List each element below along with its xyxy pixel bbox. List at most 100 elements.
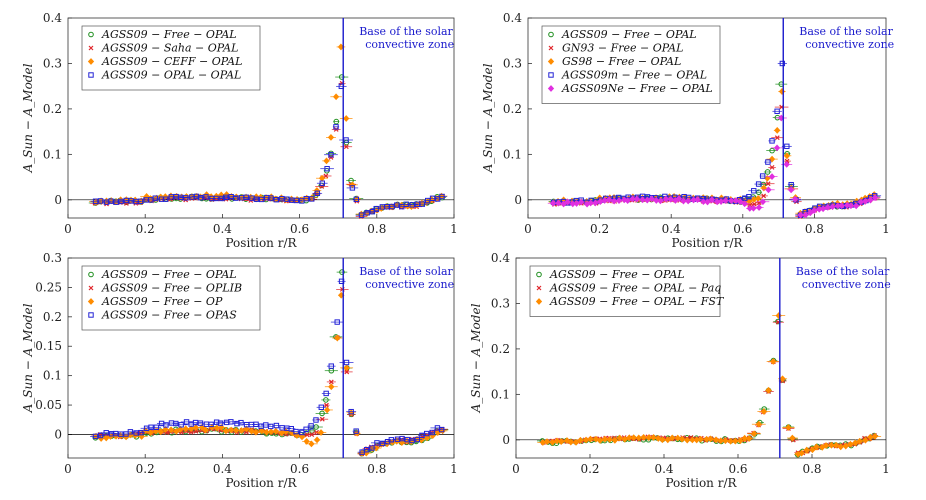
- x-axis-label: Position r/R: [225, 236, 297, 250]
- marker: [548, 45, 554, 51]
- marker: [293, 428, 299, 435]
- marker: [844, 201, 851, 209]
- marker: [323, 173, 329, 179]
- y-tick-label: 0.3: [503, 56, 522, 70]
- marker: [182, 425, 189, 433]
- marker: [112, 430, 119, 437]
- marker: [755, 420, 762, 428]
- marker: [759, 198, 767, 206]
- x-axis-label: Position r/R: [671, 236, 743, 250]
- marker: [802, 211, 809, 219]
- marker: [765, 386, 772, 394]
- marker: [768, 173, 776, 180]
- marker: [343, 144, 349, 150]
- marker: [640, 433, 647, 441]
- marker: [103, 430, 109, 436]
- legend-box: [81, 25, 261, 91]
- marker: [333, 124, 339, 130]
- marker: [669, 434, 676, 442]
- marker: [697, 435, 704, 443]
- marker: [616, 434, 623, 442]
- legend-label: AGSS09m − Free − OPAL: [561, 69, 707, 82]
- x-tick-label: 1: [450, 222, 458, 236]
- marker: [279, 195, 285, 202]
- marker: [745, 435, 753, 442]
- marker: [783, 160, 790, 168]
- marker: [779, 375, 786, 383]
- x-tick-label: 0.2: [136, 462, 155, 476]
- legend-label: AGSS09 − Free − OPAL: [101, 268, 237, 281]
- marker: [592, 199, 599, 207]
- y-tick-label: 0.1: [43, 369, 62, 383]
- marker: [137, 198, 144, 204]
- marker: [700, 198, 707, 206]
- marker: [153, 424, 160, 430]
- marker: [243, 425, 250, 433]
- y-tick-label: 0.4: [491, 251, 510, 265]
- marker: [369, 208, 376, 215]
- marker: [707, 435, 714, 443]
- marker: [779, 60, 786, 67]
- marker: [684, 436, 691, 444]
- marker: [746, 193, 752, 200]
- marker: [328, 383, 335, 391]
- marker: [344, 369, 350, 375]
- marker: [774, 108, 780, 114]
- marker: [838, 202, 845, 210]
- marker: [323, 397, 329, 403]
- marker: [809, 446, 816, 454]
- series-1: [539, 319, 878, 456]
- marker: [334, 334, 341, 342]
- marker: [633, 195, 641, 203]
- y-tick-label: 0.2: [43, 310, 62, 324]
- legend-box: [541, 25, 721, 104]
- marker: [88, 72, 94, 78]
- bcz-annotation: convective zone: [805, 38, 894, 51]
- marker: [217, 420, 224, 426]
- marker: [303, 437, 310, 445]
- marker: [388, 437, 395, 443]
- x-tick-label: 0: [524, 222, 532, 236]
- marker: [751, 188, 757, 194]
- marker: [553, 437, 561, 445]
- marker: [760, 408, 768, 415]
- series-0: [536, 318, 879, 458]
- plot-frame: [515, 257, 887, 459]
- legend-label: AGSS09 − Free − OPAL − Paq: [549, 282, 721, 295]
- marker: [741, 200, 748, 208]
- marker: [774, 126, 781, 134]
- marker: [394, 202, 400, 208]
- marker: [770, 358, 777, 365]
- marker: [88, 31, 94, 38]
- marker: [785, 424, 792, 431]
- marker: [314, 190, 321, 197]
- marker: [769, 138, 775, 144]
- marker: [118, 198, 124, 205]
- marker: [323, 390, 329, 397]
- marker: [764, 169, 771, 175]
- series-3: [90, 83, 448, 218]
- x-tick-label: 0.4: [662, 222, 681, 236]
- y-tick-label: 0.1: [491, 387, 510, 401]
- legend-label: AGSS09 − Free − OPAL: [561, 28, 697, 41]
- marker: [353, 428, 359, 434]
- marker: [548, 72, 554, 78]
- marker: [439, 193, 445, 200]
- marker: [429, 195, 436, 201]
- marker: [621, 435, 628, 443]
- marker: [353, 196, 360, 203]
- marker: [313, 436, 321, 444]
- marker: [349, 185, 356, 191]
- marker: [127, 429, 134, 435]
- legend-label: AGSS09 − Saha − OPAL: [101, 42, 238, 55]
- marker: [657, 197, 664, 205]
- marker: [218, 424, 225, 431]
- bcz-annotation: convective zone: [802, 278, 891, 291]
- marker: [319, 180, 325, 186]
- marker: [577, 436, 584, 444]
- marker: [592, 435, 600, 443]
- x-tick-label: 0.8: [367, 222, 386, 236]
